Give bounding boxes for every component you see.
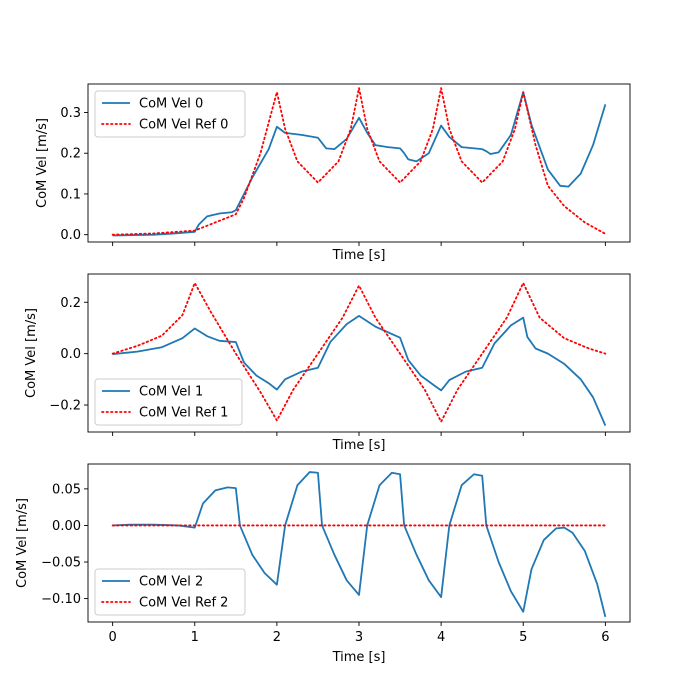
legend-1: CoM Vel 1 CoM Vel Ref 1: [94, 378, 243, 426]
legend-label-1-1: CoM Vel Ref 1: [139, 406, 228, 421]
x-axis-label-0: Time [s]: [332, 248, 386, 263]
legend-box-2: [94, 568, 246, 616]
x-tick-label-2-2: 2: [273, 630, 281, 645]
legend-label-1-0: CoM Vel 1: [139, 385, 203, 400]
x-tick-label-2-6: 6: [601, 630, 609, 645]
y-tick-label-1-0: 0.2: [60, 296, 81, 311]
series-line-0-1: [111, 87, 607, 236]
legend-box-1: [94, 378, 243, 426]
y-axis-label-0: CoM Vel [m/s]: [35, 118, 50, 208]
subplot-2: 0 1 2 3 4 5 6 0.05 0.00 −0.05 −0.10 Time [s] CoM Vel…: [15, 463, 631, 665]
y-tick-label-2-2: −0.05: [41, 556, 81, 571]
x-tick-label-2-5: 5: [519, 630, 527, 645]
y-tick-label-1-1: 0.0: [60, 347, 81, 362]
x-axis-label-1: Time [s]: [332, 438, 386, 453]
legend-label-2-1: CoM Vel Ref 2: [139, 596, 228, 611]
x-tick-label-2-3: 3: [355, 630, 363, 645]
legend-label-0-0: CoM Vel 0: [139, 97, 203, 112]
subplot-0: 0.0 0.1 0.2 0.3 Time [s] CoM Vel [m/s] CoM Vel…: [35, 83, 631, 263]
legend-0: CoM Vel 0 CoM Vel Ref 0: [94, 90, 246, 138]
y-axis-label-2: CoM Vel [m/s]: [15, 498, 30, 588]
y-tick-label-2-0: 0.05: [52, 482, 81, 497]
x-axis-label-2: Time [s]: [332, 650, 386, 665]
series-line-2-0: [112, 471, 607, 618]
y-tick-label-0-3: 0.3: [60, 106, 81, 121]
y-tick-label-2-3: −0.10: [41, 592, 81, 607]
legend-label-0-1: CoM Vel Ref 0: [139, 118, 228, 133]
legend-2: CoM Vel 2 CoM Vel Ref 2: [94, 568, 246, 616]
legend-box-0: [94, 90, 246, 138]
series-line-1-0: [112, 314, 607, 426]
series-line-1-1: [111, 282, 607, 423]
x-tick-label-2-1: 1: [191, 630, 199, 645]
series-line-0-0: [112, 91, 607, 237]
subplot-1: 0.2 0.0 −0.2 Time [s] CoM Vel [m/s] CoM Vel 1…: [24, 273, 631, 453]
x-tick-label-2-0: 0: [108, 630, 116, 645]
legend-label-2-0: CoM Vel 2: [139, 575, 203, 590]
x-tick-label-2-4: 4: [437, 630, 445, 645]
y-tick-label-1-2: −0.2: [49, 399, 81, 414]
y-tick-label-0-1: 0.1: [60, 187, 81, 202]
y-axis-label-1: CoM Vel [m/s]: [24, 308, 39, 398]
y-tick-label-0-0: 0.0: [60, 228, 81, 243]
y-tick-label-2-1: 0.00: [52, 519, 81, 534]
y-tick-label-0-2: 0.2: [60, 147, 81, 162]
